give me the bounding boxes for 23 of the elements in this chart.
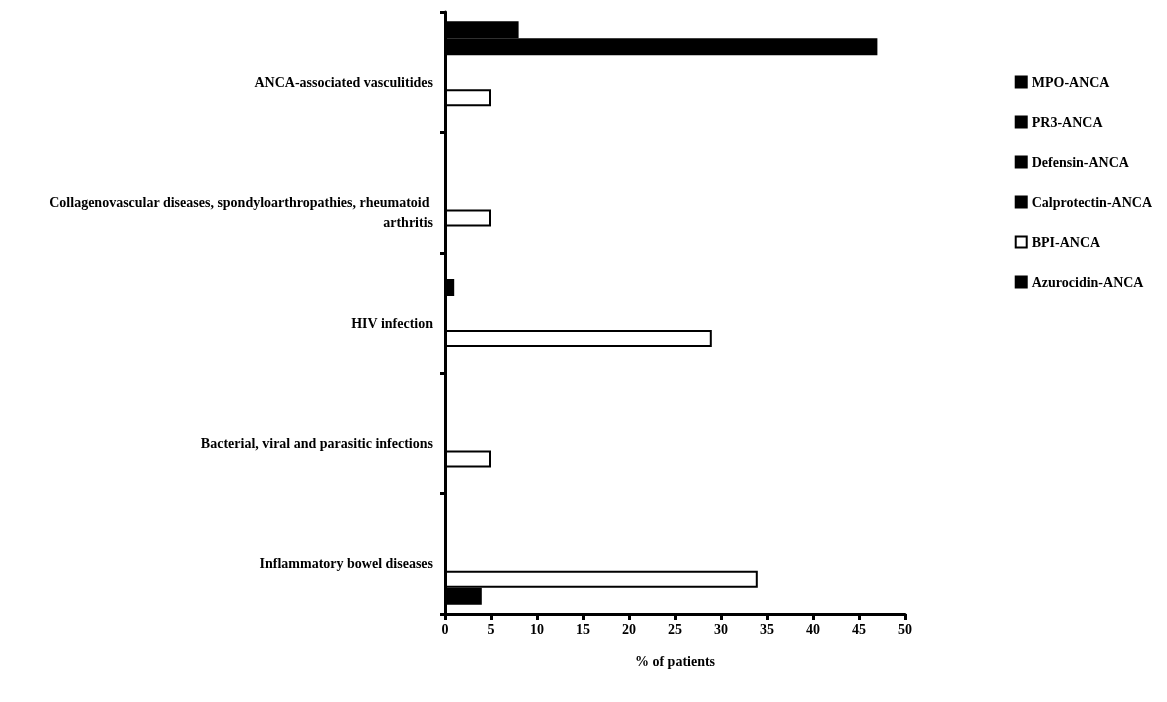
x-tick-label: 50: [898, 621, 912, 637]
x-tick-label: 25: [668, 621, 682, 637]
x-tick-label: 40: [806, 621, 820, 637]
legend-label: Calprotectin-ANCA: [1031, 194, 1153, 210]
y-tick-label: Inflammatory bowel diseases: [259, 556, 434, 572]
y-tick-label: HIV infection: [351, 315, 434, 331]
legend-label: BPI-ANCA: [1031, 234, 1102, 250]
y-tick-label: Collagenovascular diseases, spondyloarthropathies, rheumatoid arthritis: [49, 195, 434, 231]
x-tick-label: 10: [530, 621, 544, 637]
x-tick-label: 35: [760, 621, 774, 637]
legend-label: Defensin-ANCA: [1031, 154, 1130, 170]
x-tick-label: 0: [441, 621, 449, 637]
x-tick-label: 5: [487, 621, 495, 637]
x-axis-title: % of patients: [634, 653, 716, 669]
legend-label: Azurocidin-ANCA: [1031, 274, 1145, 290]
x-tick-label: 45: [852, 621, 866, 637]
y-tick-label: Bacterial, viral and parasitic infections: [200, 435, 434, 451]
x-tick-label: 20: [622, 621, 636, 637]
legend-label: MPO-ANCA: [1031, 74, 1111, 90]
x-tick-label: 30: [714, 621, 728, 637]
x-tick-label: 15: [576, 621, 590, 637]
y-tick-label: ANCA-associated vasculitides: [254, 74, 434, 90]
legend-label: PR3-ANCA: [1031, 114, 1104, 130]
